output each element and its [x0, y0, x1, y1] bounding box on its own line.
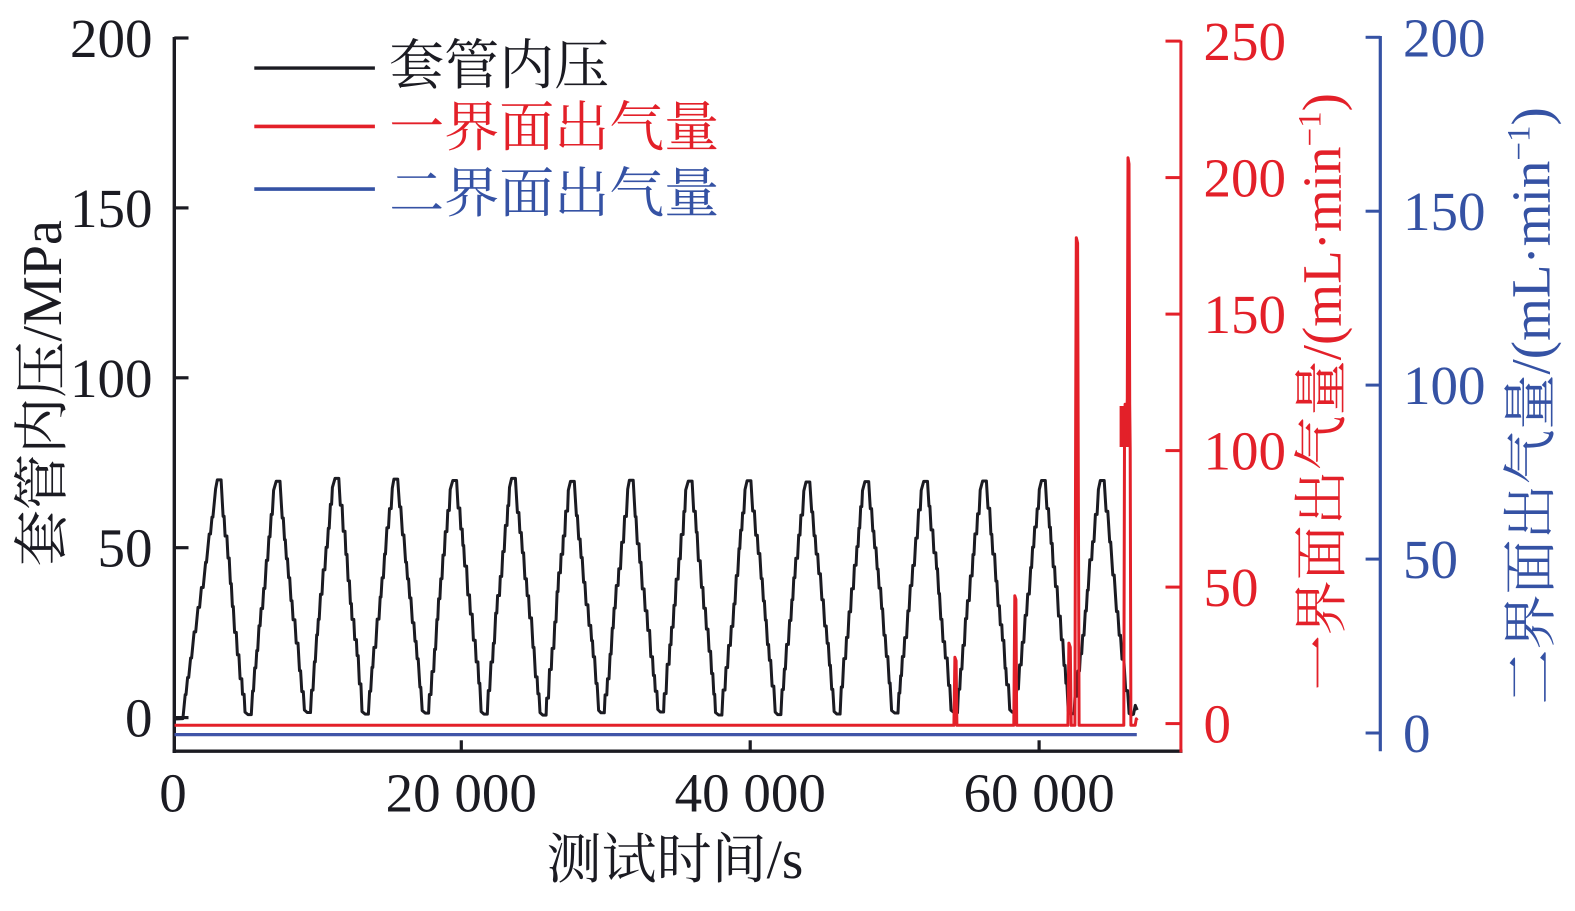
- svg-text:50: 50: [1204, 557, 1259, 618]
- svg-text:/MPa: /MPa: [12, 220, 74, 341]
- svg-text:0: 0: [125, 688, 153, 749]
- svg-text:250: 250: [1204, 11, 1287, 72]
- svg-text:0: 0: [1204, 694, 1232, 755]
- svg-text:200: 200: [1204, 148, 1287, 209]
- svg-text:50: 50: [98, 518, 153, 579]
- svg-text:150: 150: [1403, 181, 1486, 242]
- svg-text:100: 100: [1403, 355, 1486, 416]
- svg-text:200: 200: [1403, 7, 1486, 68]
- svg-text:100: 100: [70, 348, 153, 409]
- svg-text:/s: /s: [767, 829, 804, 890]
- svg-text:20 000: 20 000: [386, 763, 537, 824]
- svg-text:200: 200: [70, 8, 153, 69]
- svg-text:0: 0: [159, 763, 187, 824]
- svg-text:100: 100: [1204, 421, 1287, 482]
- svg-text:60 000: 60 000: [963, 763, 1114, 824]
- svg-text:40 000: 40 000: [675, 763, 826, 824]
- svg-text:150: 150: [1204, 284, 1287, 345]
- svg-text:150: 150: [70, 178, 153, 239]
- svg-text:50: 50: [1403, 529, 1458, 590]
- svg-text:0: 0: [1403, 703, 1431, 764]
